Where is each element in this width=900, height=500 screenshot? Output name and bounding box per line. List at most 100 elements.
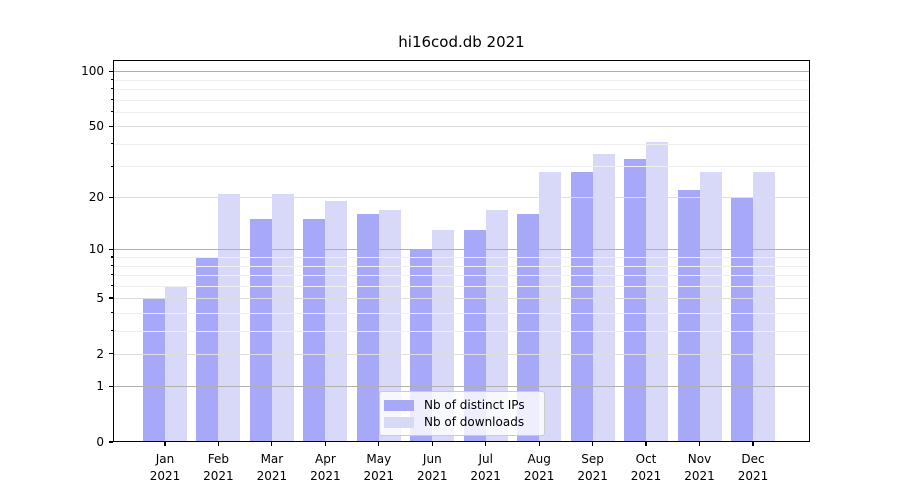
- x-tick-mark: [485, 442, 487, 446]
- gridline-major: [114, 298, 809, 299]
- x-tick-mark: [645, 442, 647, 446]
- gridline-minor: [114, 88, 809, 90]
- x-tick-mark: [752, 442, 754, 446]
- x-tick-mark: [431, 442, 433, 446]
- x-tick-mark: [271, 442, 273, 446]
- x-tick-label: Feb 2021: [203, 452, 234, 483]
- gridline-major: [114, 71, 809, 73]
- legend: Nb of distinct IPs Nb of downloads: [379, 391, 545, 436]
- bar-downloads: [432, 230, 455, 442]
- y-minor-tick-mark: [110, 79, 113, 81]
- gridline-major: [114, 197, 809, 199]
- y-tick-label: 50: [88, 119, 104, 134]
- y-tick-mark: [108, 248, 113, 250]
- bar-downloads: [699, 171, 722, 442]
- x-tick-label: Apr 2021: [310, 452, 341, 483]
- y-minor-tick-mark: [110, 165, 113, 167]
- x-tick-label: Mar 2021: [256, 452, 288, 483]
- gridline-minor: [114, 111, 809, 113]
- bar-distinct-ips: [143, 298, 165, 442]
- gridline-major: [114, 386, 809, 388]
- bar-downloads: [646, 141, 668, 442]
- bar-distinct-ips: [463, 230, 486, 442]
- bar-downloads: [271, 193, 294, 442]
- gridline-minor: [114, 143, 809, 145]
- chart-title: hi16cod.db 2021: [398, 33, 525, 51]
- x-tick-label: Nov 2021: [684, 452, 715, 483]
- x-tick-label: Aug 2021: [523, 452, 555, 483]
- bar-distinct-ips: [249, 219, 272, 442]
- y-tick-label: 20: [88, 190, 104, 205]
- y-tick-label: 5: [96, 291, 104, 305]
- y-tick-mark: [108, 297, 113, 299]
- gridline-major: [114, 353, 809, 355]
- bar-distinct-ips: [624, 158, 646, 442]
- y-minor-tick-mark: [110, 111, 113, 113]
- bar-downloads: [753, 171, 775, 442]
- y-minor-tick-mark: [110, 264, 113, 267]
- y-tick-mark: [108, 353, 113, 355]
- gridline-minor: [114, 274, 809, 276]
- y-tick-label: 1: [96, 379, 104, 394]
- legend-row-distinct-ips: Nb of distinct IPs: [384, 397, 544, 413]
- gridline-minor: [114, 257, 809, 258]
- bar-downloads: [378, 209, 401, 442]
- x-tick-label: Jan 2021: [149, 452, 181, 483]
- gridline-major: [114, 249, 809, 251]
- y-tick-label: 10: [88, 242, 104, 257]
- y-minor-tick-mark: [110, 88, 113, 90]
- gridline-minor: [114, 99, 809, 101]
- bar-distinct-ips: [517, 214, 540, 442]
- x-tick-mark: [538, 442, 540, 446]
- x-tick-label: Dec 2021: [737, 452, 769, 483]
- gridline-minor: [114, 265, 809, 267]
- x-tick-mark: [698, 442, 701, 446]
- bar-downloads: [165, 285, 187, 442]
- y-tick-label: 100: [81, 64, 104, 79]
- y-minor-tick-mark: [110, 330, 113, 332]
- bar-distinct-ips: [731, 197, 753, 442]
- y-minor-tick-mark: [110, 285, 113, 287]
- bar-downloads: [325, 201, 348, 442]
- bar-distinct-ips: [356, 214, 379, 442]
- x-tick-mark: [164, 442, 166, 446]
- x-tick-label: Oct 2021: [630, 452, 662, 483]
- x-tick-mark: [217, 442, 219, 446]
- y-minor-tick-mark: [110, 98, 113, 101]
- x-tick-label: May 2021: [363, 452, 395, 483]
- legend-label-distinct-ips: Nb of distinct IPs: [424, 398, 525, 412]
- x-tick-label: Jul 2021: [470, 452, 501, 483]
- gridline-minor: [114, 312, 809, 314]
- y-minor-tick-mark: [110, 143, 113, 145]
- gridline-minor: [114, 79, 809, 81]
- bar-distinct-ips: [677, 190, 700, 442]
- legend-row-downloads: Nb of downloads: [384, 414, 544, 430]
- plot-frame: [113, 60, 810, 442]
- y-minor-tick-mark: [110, 312, 113, 314]
- x-tick-label: Jun 2021: [417, 452, 448, 483]
- x-tick-mark: [324, 442, 326, 446]
- legend-swatch-downloads: [384, 416, 414, 428]
- y-minor-tick-mark: [110, 256, 113, 258]
- y-minor-tick-mark: [110, 274, 113, 276]
- y-tick-mark: [108, 441, 113, 443]
- legend-label-downloads: Nb of downloads: [424, 415, 525, 429]
- bar-distinct-ips: [303, 219, 326, 442]
- bar-downloads: [485, 209, 508, 442]
- gridline-minor: [114, 330, 809, 332]
- x-tick-mark: [592, 442, 594, 446]
- y-tick-label: 0: [96, 435, 104, 449]
- bar-distinct-ips: [570, 171, 593, 442]
- y-tick-label: 2: [96, 346, 104, 361]
- gridline-minor: [114, 166, 809, 168]
- x-tick-mark: [378, 442, 380, 446]
- y-tick-mark: [108, 385, 113, 387]
- x-tick-label: Sep 2021: [577, 452, 608, 483]
- y-tick-mark: [108, 70, 113, 72]
- legend-swatch-distinct-ips: [384, 399, 414, 411]
- y-tick-mark: [108, 125, 113, 127]
- bar-distinct-ips: [196, 257, 219, 442]
